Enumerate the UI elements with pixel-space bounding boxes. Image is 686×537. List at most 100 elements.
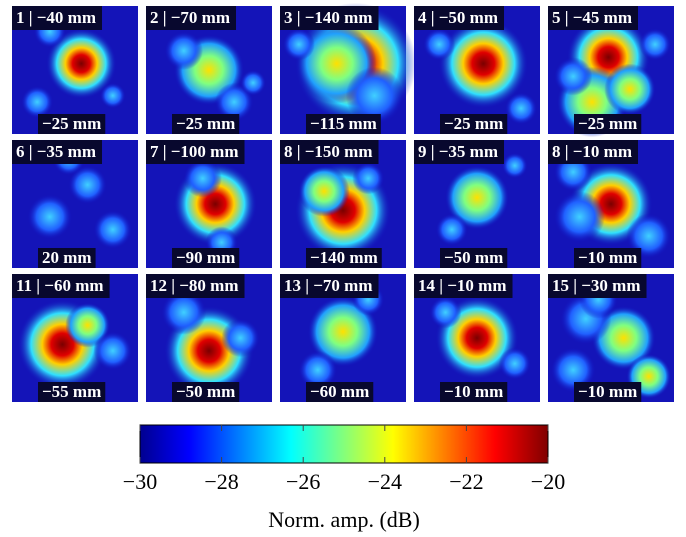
hotspot <box>345 66 404 125</box>
colorbar-label: Norm. amp. (dB) <box>268 507 420 532</box>
panel-bottom-label: −10 mm <box>444 382 503 401</box>
tick-label: −20 <box>531 469 565 494</box>
label-background <box>38 114 106 134</box>
panel-top-label: 15 | −30 mm <box>552 276 641 295</box>
panel: 4 | −50 mm −25 mm <box>414 6 540 134</box>
hotspot <box>604 63 656 115</box>
label-background <box>440 114 508 134</box>
panel-bottom-label: −55 mm <box>42 382 101 401</box>
panel: 8 | −10 mm −10 mm <box>548 140 674 268</box>
hotspot <box>164 31 203 70</box>
hotspot <box>423 28 456 61</box>
panel-bottom-label: −50 mm <box>444 248 503 267</box>
panel-top-label: 14 | −10 mm <box>418 276 507 295</box>
panel: 7 | −100 mm −90 mm <box>146 140 272 268</box>
hotspot <box>68 165 107 204</box>
panel-bottom-label: −140 mm <box>310 248 378 267</box>
hotspot <box>240 70 266 96</box>
hotspot <box>161 290 207 335</box>
hotspot <box>282 28 315 61</box>
panel: 6 | −35 mm 20 mm <box>12 140 138 268</box>
panel-bottom-label: −115 mm <box>310 114 377 133</box>
hotspot <box>505 92 538 125</box>
hotspot <box>435 213 468 246</box>
label-background <box>574 382 642 402</box>
panel-bottom-label: −10 mm <box>578 382 637 401</box>
hotspot <box>27 194 73 240</box>
panel-bottom-label: 20 mm <box>42 248 92 267</box>
label-background <box>280 274 379 298</box>
label-background <box>548 6 639 30</box>
hotspot <box>298 350 337 390</box>
label-background <box>38 382 106 402</box>
hotspot <box>438 18 529 109</box>
label-background <box>38 248 96 268</box>
panel: 1 | −40 mm −25 mm <box>12 6 138 134</box>
label-background <box>574 248 642 268</box>
panel-top-label: 11 | −60 mm <box>16 276 104 295</box>
panel-bottom-label: −50 mm <box>176 382 235 401</box>
panel: 9 | −35 mm −50 mm <box>414 140 540 268</box>
panel-top-label: 12 | −80 mm <box>150 276 239 295</box>
hotspot <box>221 318 260 358</box>
panel-top-label: 7 | −100 mm <box>150 142 239 161</box>
hotspot <box>352 162 385 195</box>
label-background <box>440 248 508 268</box>
hotspot <box>100 82 126 109</box>
hotspot <box>93 210 132 249</box>
hotspot <box>298 165 350 217</box>
label-background <box>12 274 110 298</box>
tick-label: −28 <box>204 469 238 494</box>
panel: 3 | −140 mm −115 mm <box>280 2 417 134</box>
hotspot <box>307 296 379 367</box>
panel-bottom-label: −25 mm <box>578 114 637 133</box>
label-background <box>548 140 639 164</box>
label-background <box>280 6 379 30</box>
hotspot <box>445 165 509 230</box>
panel-top-label: 8 | −150 mm <box>284 142 373 161</box>
label-background <box>306 382 374 402</box>
label-background <box>172 114 240 134</box>
label-background <box>414 140 505 164</box>
colorbar <box>139 424 549 464</box>
panel: 2 | −70 mm −25 mm <box>146 6 272 134</box>
panel-top-label: 5 | −45 mm <box>552 8 632 27</box>
panel: 8 | −150 mm −140 mm <box>280 140 406 268</box>
label-background <box>306 248 382 268</box>
label-background <box>146 140 245 164</box>
label-background <box>172 248 240 268</box>
panel-top-label: 2 | −70 mm <box>150 8 230 27</box>
panel: 15 | −30 mm −10 mm <box>548 274 674 402</box>
label-background <box>146 6 237 30</box>
panel-bottom-label: −10 mm <box>578 248 637 267</box>
hotspot <box>502 152 528 179</box>
panel-bottom-label: −25 mm <box>176 114 235 133</box>
panel-bottom-label: −90 mm <box>176 248 235 267</box>
hotspot <box>183 159 222 198</box>
panel-top-label: 9 | −35 mm <box>418 142 498 161</box>
hotspot <box>550 347 596 393</box>
label-background <box>306 114 381 134</box>
panel-top-label: 1 | −40 mm <box>16 8 96 27</box>
label-background <box>146 274 245 298</box>
panel-top-label: 3 | −140 mm <box>284 8 373 27</box>
label-background <box>172 382 240 402</box>
panel: 5 | −45 mm −25 mm <box>548 6 674 138</box>
hotspot <box>498 347 531 380</box>
panel-top-label: 13 | −70 mm <box>284 276 373 295</box>
panel-top-label: 6 | −35 mm <box>16 142 96 161</box>
tick-label: −22 <box>449 469 483 494</box>
hotspot <box>93 331 132 370</box>
label-background <box>574 114 642 134</box>
panel-top-label: 8 | −10 mm <box>552 142 632 161</box>
tick-label: −30 <box>123 469 157 494</box>
label-background <box>12 140 103 164</box>
tick-label: −24 <box>368 469 402 494</box>
panel: 14 | −10 mm −10 mm <box>414 274 540 402</box>
label-background <box>414 6 505 30</box>
panel: 12 | −80 mm −50 mm <box>146 274 272 402</box>
panel: 13 | −70 mm −60 mm <box>280 274 406 402</box>
hotspot <box>554 57 593 96</box>
hotspot <box>65 302 110 348</box>
